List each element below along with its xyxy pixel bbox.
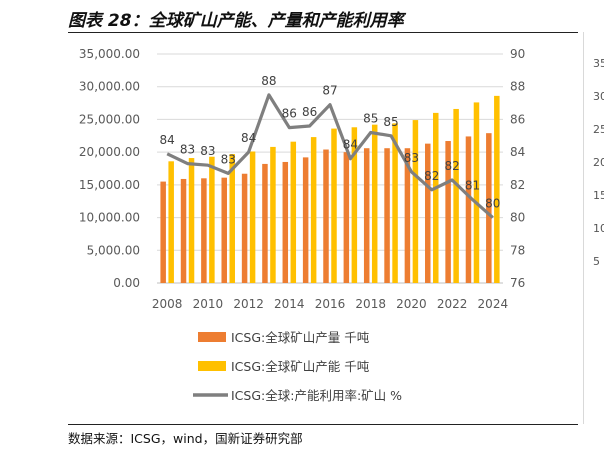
- bar-production: [384, 148, 390, 283]
- utilization-data-label: 87: [322, 84, 337, 98]
- x-tick-label: 2020: [396, 297, 427, 311]
- y-right-tick-label: 90: [510, 47, 525, 61]
- x-tick-label: 2012: [233, 297, 264, 311]
- bar-production: [282, 161, 289, 283]
- bar-capacity: [290, 141, 297, 283]
- bar-capacity: [270, 146, 276, 283]
- legend-swatch-capacity: [198, 361, 226, 371]
- bar-capacity: [331, 128, 337, 283]
- utilization-data-label: 83: [221, 152, 236, 166]
- y-right-tick-label: 86: [510, 112, 525, 126]
- y-right-tick-label: 84: [510, 145, 525, 159]
- x-tick-label: 2010: [193, 297, 224, 311]
- utilization-data-label: 84: [160, 133, 175, 147]
- adjacent-chart-tick-label: 20: [593, 156, 604, 169]
- utilization-data-label: 80: [485, 197, 500, 211]
- bar-capacity: [412, 120, 419, 283]
- bar-production: [262, 163, 268, 283]
- y-left-tick-label: 5,000.00: [87, 243, 140, 257]
- y-left-tick-label: 15,000.00: [79, 178, 140, 192]
- x-tick-label: 2024: [478, 297, 509, 311]
- title-rule: [68, 32, 578, 33]
- utilization-data-label: 84: [241, 131, 256, 145]
- bar-capacity: [229, 154, 235, 283]
- y-right-tick-label: 88: [510, 80, 525, 94]
- bar-capacity: [188, 158, 195, 283]
- adjacent-chart-tick-label: 15: [593, 189, 604, 202]
- bar-capacity: [168, 161, 174, 283]
- bar-production: [445, 141, 451, 283]
- y-right-tick-label: 82: [510, 178, 525, 192]
- legend-label-production: ICSG:全球矿山产量 千吨: [231, 330, 370, 345]
- x-tick-label: 2018: [355, 297, 386, 311]
- legend-label-utilization: ICSG:全球:产能利用率:矿山 %: [231, 388, 402, 403]
- utilization-data-label: 85: [383, 115, 398, 129]
- bar-capacity: [494, 95, 500, 283]
- bar-capacity: [371, 124, 378, 283]
- adjacent-panel-divider: [583, 32, 584, 424]
- bar-capacity: [392, 123, 398, 284]
- bar-capacity: [351, 127, 358, 283]
- adjacent-chart-tick-label: 25: [593, 123, 604, 136]
- x-tick-label: 2016: [315, 297, 346, 311]
- adjacent-chart-tick-label: 5: [593, 255, 600, 268]
- bar-production: [180, 178, 187, 283]
- y-left-tick-label: 25,000.00: [79, 112, 140, 126]
- adjacent-chart-tick-label: 30: [593, 90, 604, 103]
- y-right-tick-label: 78: [510, 243, 525, 257]
- utilization-line: [166, 93, 494, 219]
- figure-title: 图表 28：全球矿山产能、产量和产能利用率: [68, 11, 404, 31]
- utilization-data-label: 83: [200, 144, 215, 158]
- adjacent-chart-tick-label: 10: [593, 222, 604, 235]
- utilization-data-label: 82: [444, 159, 459, 173]
- utilization-data-label: 83: [404, 151, 419, 165]
- source-note: 数据来源：ICSG，wind，国新证券研究部: [68, 431, 303, 446]
- bar-production: [201, 178, 207, 283]
- source-rule: [68, 424, 578, 425]
- y-left-tick-label: 10,000.00: [79, 211, 140, 225]
- y-left-tick-label: 20,000.00: [79, 145, 140, 159]
- bar-production: [221, 177, 227, 283]
- x-tick-label: 2008: [152, 297, 183, 311]
- bar-capacity: [249, 151, 256, 283]
- x-tick-label: 2014: [274, 297, 305, 311]
- bar-capacity: [209, 156, 215, 283]
- utilization-data-label: 86: [302, 105, 317, 119]
- bar-production: [425, 143, 431, 283]
- y-left-tick-label: 35,000.00: [79, 47, 140, 61]
- utilization-data-label: 86: [282, 107, 297, 121]
- y-left-tick-label: 30,000.00: [79, 80, 140, 94]
- legend-swatch-production: [198, 332, 226, 342]
- y-left-tick-label: 0.00: [113, 276, 140, 290]
- utilization-data-label: 84: [343, 138, 358, 152]
- utilization-data-label: 81: [465, 179, 480, 193]
- bar-production: [302, 157, 309, 283]
- bar-capacity: [433, 112, 439, 283]
- utilization-data-label: 83: [180, 143, 195, 157]
- bar-production: [363, 148, 370, 283]
- bar-production: [323, 149, 329, 283]
- utilization-data-label: 82: [424, 169, 439, 183]
- bar-capacity: [473, 102, 480, 283]
- bar-production: [465, 136, 472, 283]
- adjacent-chart-tick-label: 35: [593, 57, 604, 70]
- bar-production: [404, 148, 411, 283]
- bar-production: [486, 133, 492, 283]
- y-right-tick-label: 80: [510, 211, 525, 225]
- bar-capacity: [453, 108, 459, 284]
- utilization-data-label: 85: [363, 112, 378, 126]
- bar-capacity: [310, 137, 317, 283]
- x-tick-label: 2022: [437, 297, 468, 311]
- bar-production: [160, 181, 166, 283]
- bar-production: [241, 173, 248, 283]
- y-right-tick-label: 76: [510, 276, 525, 290]
- utilization-data-label: 88: [261, 74, 276, 88]
- legend-label-capacity: ICSG:全球矿山产能 千吨: [231, 359, 370, 374]
- bar-production: [343, 152, 350, 283]
